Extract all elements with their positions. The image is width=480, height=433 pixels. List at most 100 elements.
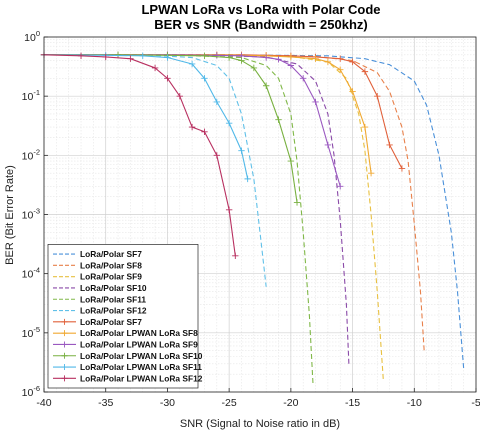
legend-item: LoRa/Polar SF7 — [53, 317, 142, 327]
x-tick-label: -5 — [471, 397, 480, 409]
data-point-marker — [201, 52, 208, 60]
data-point-marker — [398, 165, 406, 172]
legend-label: LoRa/Polar SF9 — [80, 272, 142, 282]
x-tick-label: -40 — [36, 397, 51, 409]
data-point-marker — [213, 52, 220, 59]
y-tick-label: 10-6 — [22, 384, 40, 399]
data-point-marker — [77, 52, 85, 60]
data-point-marker — [275, 116, 282, 123]
data-point-marker — [361, 68, 369, 75]
data-point-marker — [201, 128, 208, 135]
chart-title: LPWAN LoRa vs LoRa with Polar Code — [141, 2, 380, 17]
legend-label: LoRa/Polar SF7 — [80, 317, 142, 327]
data-point-marker — [386, 141, 393, 149]
data-point-marker — [164, 54, 171, 61]
data-point-marker — [262, 54, 270, 61]
data-point-marker — [275, 56, 282, 63]
data-point-marker — [164, 75, 171, 82]
chart-subtitle: BER vs SNR (Bandwidth = 250khz) — [154, 17, 367, 32]
series-10 — [40, 51, 301, 206]
legend-box — [47, 244, 199, 389]
legend-label: LoRa/Polar LPWAN LoRa SF9 — [80, 339, 198, 349]
legend-label: LoRa/Polar SF10 — [80, 283, 147, 293]
data-point-marker — [287, 157, 295, 165]
series-line — [43, 54, 236, 256]
y-tick-label: 10-1 — [22, 88, 40, 103]
data-point-marker — [238, 147, 245, 154]
legend-item: LoRa/Polar SF8 — [53, 260, 142, 270]
legend-label: LoRa/Polar SF8 — [80, 260, 142, 270]
data-point-marker — [225, 206, 233, 214]
x-tick-label: -30 — [160, 397, 175, 409]
axis-ticks: -40 -35 -30 -25 -20 -15 -10 -5 10-6 10-5 10-4 10-3 1… — [22, 29, 480, 409]
data-point-marker — [287, 53, 295, 61]
data-point-marker — [151, 64, 159, 72]
y-tick-label: 100 — [24, 29, 40, 44]
legend-item: LoRa/Polar LPWAN LoRa SF9 — [53, 339, 198, 349]
legend-marker — [61, 341, 68, 348]
data-point-marker — [361, 123, 369, 131]
x-tick-label: -25 — [222, 397, 237, 409]
data-point-marker — [337, 183, 344, 190]
data-point-marker — [250, 64, 258, 72]
legend-item: LoRa/Polar LPWAN LoRa SF11 — [53, 362, 202, 372]
y-tick-label: 10-4 — [22, 266, 40, 281]
legend-label: LoRa/Polar SF7 — [80, 249, 142, 259]
data-point-marker — [349, 58, 356, 66]
legend-marker — [61, 364, 68, 371]
data-point-marker — [238, 57, 245, 64]
data-point-marker — [287, 62, 295, 69]
data-point-marker — [127, 55, 134, 62]
y-tick-label: 10-3 — [22, 207, 40, 222]
data-point-marker — [244, 175, 251, 183]
x-axis-label: SNR (Signal to Noise ratio in dB) — [180, 418, 340, 430]
legend-marker — [61, 318, 68, 325]
data-point-marker — [324, 58, 332, 66]
data-point-marker — [300, 75, 307, 82]
series-line — [43, 54, 249, 179]
data-point-marker — [374, 92, 381, 100]
data-point-marker — [262, 82, 270, 89]
data-point-marker — [213, 152, 220, 159]
data-point-marker — [225, 119, 233, 127]
data-point-marker — [349, 88, 356, 95]
x-tick-label: -15 — [345, 397, 360, 409]
data-point-marker — [213, 98, 220, 106]
legend-item: LoRa/Polar SF11 — [53, 294, 146, 304]
data-point-marker — [324, 141, 332, 149]
legend-label: LoRa/Polar SF12 — [80, 306, 147, 316]
legend-label: LoRa/Polar LPWAN LoRa SF10 — [80, 351, 203, 361]
y-axis-label: BER (Bit Error Rate) — [4, 165, 16, 265]
y-tick-label: 10-2 — [22, 147, 40, 162]
data-point-marker — [337, 66, 344, 73]
legend-item: LoRa/Polar SF9 — [53, 272, 142, 282]
series-group — [40, 51, 465, 386]
data-point-marker — [201, 75, 208, 82]
legend-label: LoRa/Polar LPWAN LoRa SF8 — [80, 328, 198, 338]
legend-label: LoRa/Polar LPWAN LoRa SF11 — [80, 362, 202, 372]
data-point-marker — [225, 54, 233, 61]
legend-marker — [61, 375, 68, 382]
data-point-marker — [312, 55, 319, 62]
data-point-marker — [337, 55, 344, 62]
legend-item: LoRa/Polar LPWAN LoRa SF8 — [53, 328, 198, 338]
data-point-marker — [232, 252, 239, 260]
legend-item: LoRa/Polar LPWAN LoRa SF10 — [53, 351, 203, 361]
data-point-marker — [312, 98, 319, 106]
data-point-marker — [293, 199, 301, 206]
data-point-marker — [114, 51, 122, 59]
series-12 — [40, 51, 239, 260]
legend-marker — [61, 330, 68, 337]
data-point-marker — [139, 52, 146, 60]
x-tick-label: -35 — [98, 397, 113, 409]
legend-label: LoRa/Polar SF11 — [80, 294, 146, 304]
legend-marker — [61, 352, 68, 359]
y-tick-label: 10-5 — [22, 325, 40, 340]
x-tick-label: -10 — [407, 397, 422, 409]
x-tick-label: -20 — [283, 397, 298, 409]
data-point-marker — [188, 60, 196, 68]
legend-item: LoRa/Polar SF10 — [53, 283, 147, 293]
data-point-marker — [102, 53, 109, 61]
